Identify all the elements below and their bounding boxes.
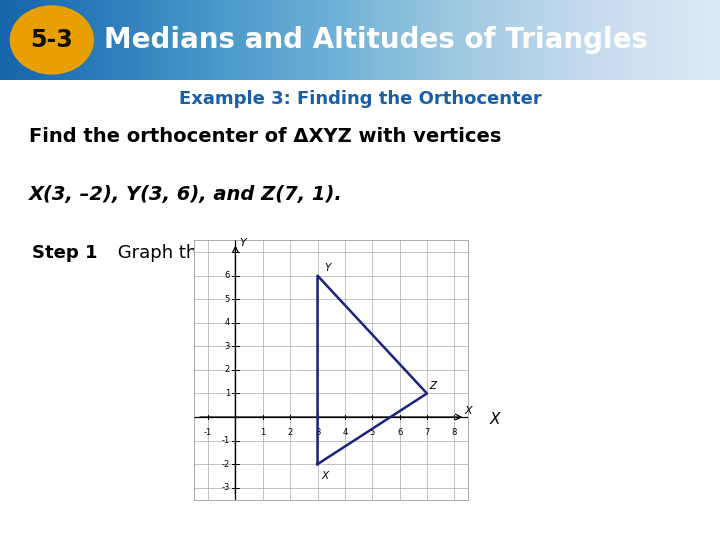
Text: Medians and Altitudes of Triangles: Medians and Altitudes of Triangles xyxy=(104,26,649,54)
Text: 4: 4 xyxy=(225,318,230,327)
Text: 1: 1 xyxy=(260,428,266,437)
Text: 2: 2 xyxy=(225,366,230,374)
Text: Step 1: Step 1 xyxy=(32,244,98,262)
Text: X: X xyxy=(464,406,472,416)
Text: 3: 3 xyxy=(315,428,320,437)
Text: 4: 4 xyxy=(342,428,348,437)
Text: Find the orthocenter of ΔXYZ with vertices: Find the orthocenter of ΔXYZ with vertic… xyxy=(29,127,501,146)
Text: Copyright © by Holt Mc Dougal. All Rights Reserved.: Copyright © by Holt Mc Dougal. All Right… xyxy=(413,517,706,528)
Text: X: X xyxy=(322,471,329,481)
Text: -3: -3 xyxy=(222,483,230,492)
Text: 5-3: 5-3 xyxy=(30,28,73,52)
Text: Graph the triangle.: Graph the triangle. xyxy=(112,244,289,262)
Text: Z: Z xyxy=(430,381,437,391)
Text: 7: 7 xyxy=(424,428,430,437)
Text: X(3, –2), Y(3, 6), and Z(7, 1).: X(3, –2), Y(3, 6), and Z(7, 1). xyxy=(29,185,343,204)
Ellipse shape xyxy=(10,6,94,74)
Text: Y: Y xyxy=(239,238,246,248)
Text: 3: 3 xyxy=(225,342,230,351)
Text: 6: 6 xyxy=(225,271,230,280)
Text: 5: 5 xyxy=(225,295,230,303)
Text: -1: -1 xyxy=(222,436,230,445)
Text: Y: Y xyxy=(324,264,330,273)
Text: Holt McDougal Geometry: Holt McDougal Geometry xyxy=(14,516,182,529)
Text: -1: -1 xyxy=(204,428,212,437)
Text: 5: 5 xyxy=(369,428,375,437)
Text: 2: 2 xyxy=(287,428,293,437)
Text: -2: -2 xyxy=(222,460,230,469)
Text: X: X xyxy=(490,411,500,427)
Text: Example 3: Finding the Orthocenter: Example 3: Finding the Orthocenter xyxy=(179,90,541,108)
Text: 6: 6 xyxy=(397,428,402,437)
Text: 1: 1 xyxy=(225,389,230,398)
Text: 8: 8 xyxy=(451,428,457,437)
